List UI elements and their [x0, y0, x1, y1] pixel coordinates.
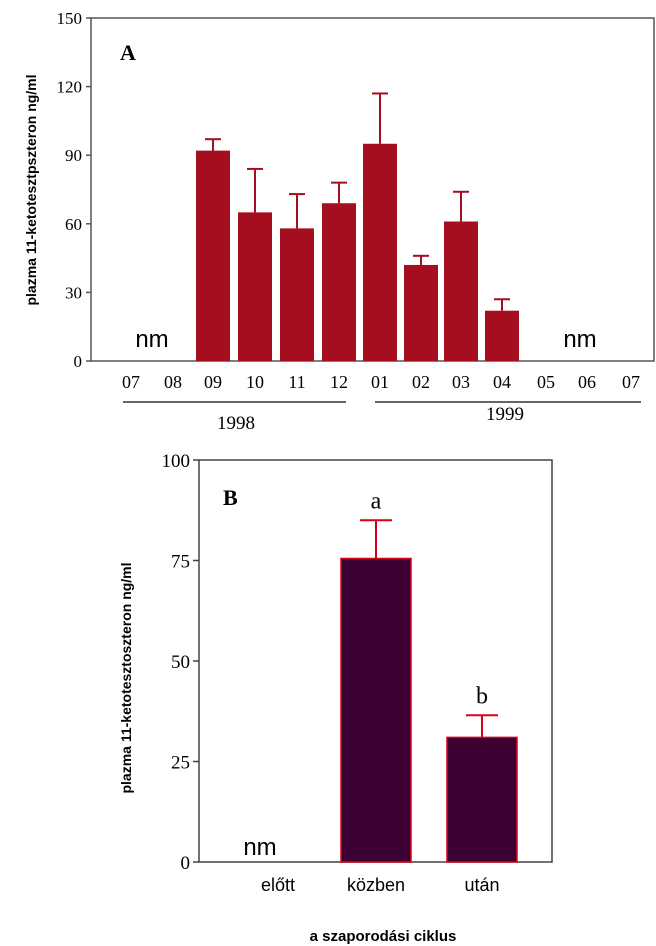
year-1999-label: 1999 — [486, 404, 524, 425]
y-tick-label: 120 — [57, 78, 83, 97]
y-tick-label: 60 — [65, 215, 82, 234]
y-tick-label: 25 — [171, 753, 190, 774]
bar-12 — [322, 203, 356, 361]
year-1998-label: 1998 — [217, 413, 255, 434]
chart-a-nm-right: nm — [563, 326, 596, 353]
y-tick-label: 150 — [57, 9, 83, 28]
chart-a: A plazma 11-ketotesztpszteron ng/ml 0306… — [23, 9, 655, 434]
x-tick-label: 12 — [330, 372, 348, 392]
chart-a-y-ticks: 0 30 60 90 120 150 — [57, 9, 91, 371]
x-tick-label: 02 — [412, 372, 430, 392]
chart-a-y-axis-label: plazma 11-ketotesztpszteron ng/ml — [23, 74, 39, 305]
significance-letter: b — [476, 683, 488, 709]
bar-11 — [280, 228, 314, 361]
x-tick-label: 03 — [452, 372, 470, 392]
x-tick-label: 07 — [122, 372, 140, 392]
chart-b-panel-label: B — [223, 485, 238, 510]
bar-közben — [340, 557, 412, 863]
y-tick-label: 30 — [65, 283, 82, 302]
chart-a-panel-label: A — [120, 40, 136, 65]
bar-01 — [363, 143, 397, 361]
x-tick-label: 06 — [578, 372, 596, 392]
x-tick-label: 09 — [204, 372, 222, 392]
chart-b-x-ticks: előtt közben után — [261, 875, 500, 895]
bar-09 — [196, 150, 230, 361]
chart-b-bars: ab — [340, 488, 518, 863]
chart-b-y-ticks: 0 25 50 75 100 — [162, 451, 199, 874]
x-tick-label: 10 — [246, 372, 264, 392]
x-tick-label: előtt — [261, 875, 295, 895]
x-tick-label: közben — [347, 875, 405, 895]
x-tick-label: 01 — [371, 372, 389, 392]
chart-b-x-axis-label: a szaporodási ciklus — [310, 928, 457, 945]
x-tick-label: után — [464, 875, 499, 895]
y-tick-label: 0 — [74, 352, 83, 371]
bar-03 — [444, 221, 478, 361]
chart-b-nm: nm — [243, 834, 276, 861]
bar-után — [446, 736, 518, 863]
chart-a-x-ticks: 07 08 09 10 11 12 01 02 03 04 05 06 07 — [122, 372, 640, 392]
chart-b-y-axis-label: plazma 11-ketotesztoszteron ng/ml — [118, 562, 134, 793]
chart-b: B plazma 11-ketotesztoszteron ng/ml 0 25 5… — [118, 451, 553, 945]
bar-10 — [238, 212, 272, 361]
bar-04 — [485, 310, 519, 361]
y-tick-label: 100 — [162, 451, 191, 472]
x-tick-label: 08 — [164, 372, 182, 392]
significance-letter: a — [371, 488, 382, 514]
y-tick-label: 50 — [171, 652, 190, 673]
y-tick-label: 75 — [171, 552, 190, 573]
y-tick-label: 90 — [65, 146, 82, 165]
bar-02 — [404, 264, 438, 361]
chart-a-nm-left: nm — [135, 326, 168, 353]
y-tick-label: 0 — [181, 853, 191, 874]
chart-a-bars — [196, 92, 519, 361]
x-tick-label: 11 — [288, 372, 305, 392]
x-tick-label: 04 — [493, 372, 511, 392]
x-tick-label: 05 — [537, 372, 555, 392]
x-tick-label: 07 — [622, 372, 640, 392]
